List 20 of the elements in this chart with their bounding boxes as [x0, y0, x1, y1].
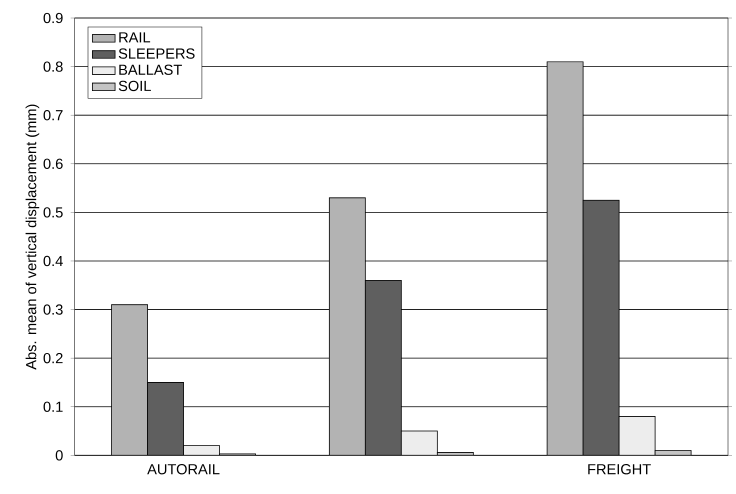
bar	[364, 280, 402, 456]
legend-label: BALLAST	[119, 64, 182, 75]
legend-label: SOIL	[118, 80, 151, 92]
y-tick-label: 0	[56, 450, 63, 461]
y-tick-label: 0.9	[44, 12, 63, 24]
x-tick-label: FREIGHT	[588, 464, 651, 474]
y-tick-label: 0.2	[44, 352, 63, 364]
bar	[147, 382, 184, 456]
y-tick-label: 0.6	[44, 158, 63, 169]
y-tick-label: 0.8	[44, 61, 63, 72]
x-tick-label: AUTORAIL	[147, 464, 220, 474]
y-tick-label: 0.1	[44, 402, 63, 412]
legend-label: RAIL	[119, 32, 150, 42]
y-axis-title: Abs. mean of vertical displacement (mm)	[26, 104, 40, 370]
y-tick-label: 0.7	[44, 110, 63, 120]
y-tick-label: 0.5	[44, 207, 63, 218]
y-tick-label: 0.3	[44, 304, 63, 315]
legend-label: SLEEPERS	[118, 48, 195, 59]
y-tick-label: 0.4	[44, 256, 63, 266]
bar	[582, 200, 620, 456]
